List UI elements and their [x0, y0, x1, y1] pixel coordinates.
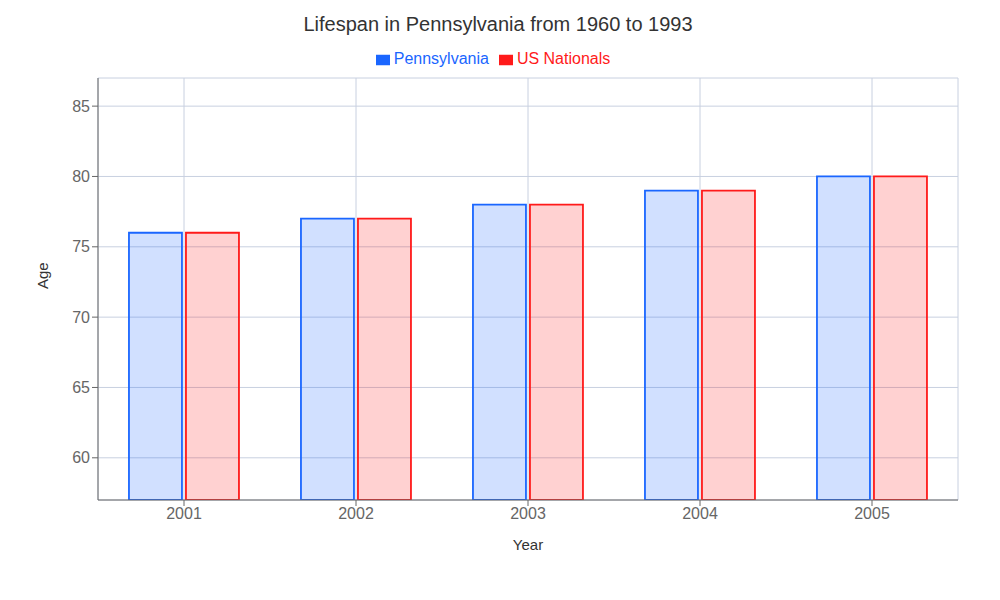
- svg-text:80: 80: [72, 168, 90, 185]
- svg-text:75: 75: [72, 238, 90, 255]
- svg-text:65: 65: [72, 379, 90, 396]
- svg-text:2004: 2004: [682, 505, 718, 522]
- html-text:US Nationals: US Nationals: [516, 50, 611, 67]
- html-text:Lifespan in Pennsylvania from: Lifespan in Pennsylvania from 1960 to 19…: [303, 13, 693, 35]
- svg-text:2003: 2003: [510, 505, 546, 522]
- svg-text:2001: 2001: [166, 505, 202, 522]
- svg-text:2005: 2005: [854, 505, 890, 522]
- svg-text:Year: Year: [513, 536, 543, 553]
- svg-text:60: 60: [72, 449, 90, 466]
- svg-text:2002: 2002: [338, 505, 374, 522]
- svg-text:70: 70: [72, 309, 90, 326]
- svg-text:Age: Age: [34, 262, 51, 289]
- svg-text:85: 85: [72, 98, 90, 115]
- html-text:Pennsylvania: Pennsylvania: [393, 50, 489, 67]
